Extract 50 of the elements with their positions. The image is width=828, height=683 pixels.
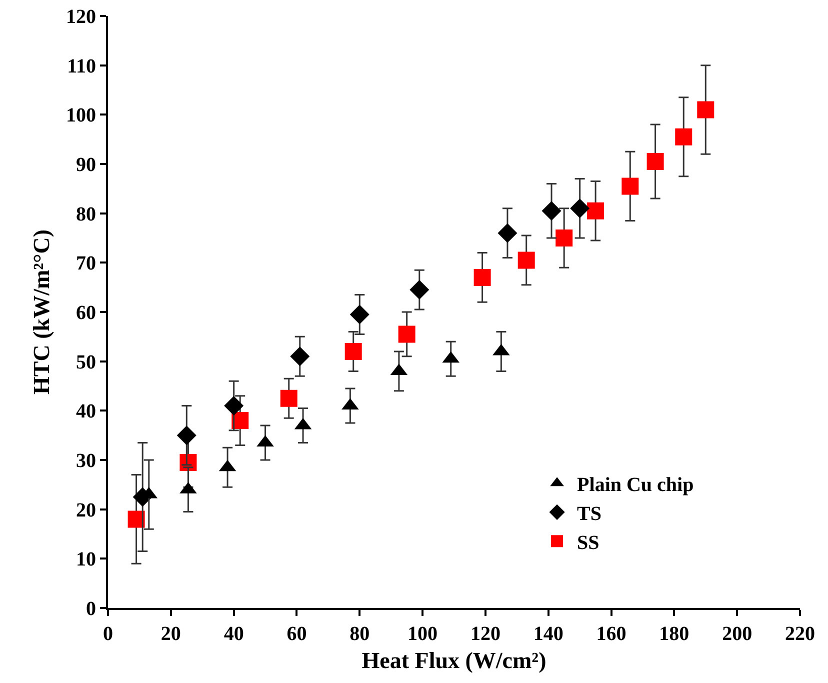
y-tick-label: 80 (76, 203, 96, 226)
legend-label: Plain Cu chip (577, 474, 694, 496)
point (622, 178, 639, 195)
point (280, 390, 298, 407)
y-tick-label: 120 (66, 6, 96, 28)
point (587, 202, 604, 220)
point (556, 230, 573, 246)
y-tick-label: 110 (67, 55, 96, 78)
point (398, 326, 416, 343)
x-tick-label: 140 (533, 623, 564, 645)
point (224, 396, 244, 416)
x-tick-label: 180 (659, 623, 690, 645)
y-tick-label: 20 (76, 499, 96, 522)
x-tick-label: 120 (470, 623, 500, 645)
point (646, 153, 664, 170)
x-axis-title: Heat Flux (W/cm²) (362, 648, 546, 674)
point (350, 304, 370, 324)
x-tick-label: 220 (785, 623, 815, 645)
y-tick-label: 60 (76, 302, 96, 324)
point (518, 252, 535, 269)
point (697, 101, 714, 118)
point (344, 342, 362, 360)
x-tick-label: 200 (722, 623, 752, 645)
y-tick-label: 10 (76, 548, 96, 571)
x-tick-label: 160 (596, 623, 626, 645)
y-tick-label: 70 (76, 252, 96, 275)
point (176, 426, 196, 446)
point (474, 268, 491, 286)
y-tick-label: 50 (76, 351, 96, 374)
y-tick-label: 100 (66, 104, 96, 127)
y-axis-title: HTC (kW/m²°C) (28, 230, 54, 394)
point (290, 346, 310, 366)
point (570, 198, 590, 218)
x-tick-label: 100 (408, 623, 438, 645)
point (675, 128, 692, 146)
legend-label: TS (577, 502, 602, 525)
point (542, 201, 562, 221)
y-tick-label: 40 (76, 400, 96, 423)
point (410, 280, 430, 300)
y-tick-label: 90 (76, 154, 96, 176)
x-tick-label: 80 (350, 623, 370, 645)
x-tick-label: 60 (286, 623, 307, 645)
point (498, 223, 518, 243)
legend-label: SS (577, 532, 600, 554)
y-tick-label: 30 (76, 450, 96, 472)
y-tick-label: 0 (86, 598, 96, 620)
x-tick-label: 0 (103, 623, 113, 645)
x-tick-label: 40 (224, 623, 244, 645)
x-tick-label: 20 (160, 623, 181, 645)
point (128, 510, 145, 528)
